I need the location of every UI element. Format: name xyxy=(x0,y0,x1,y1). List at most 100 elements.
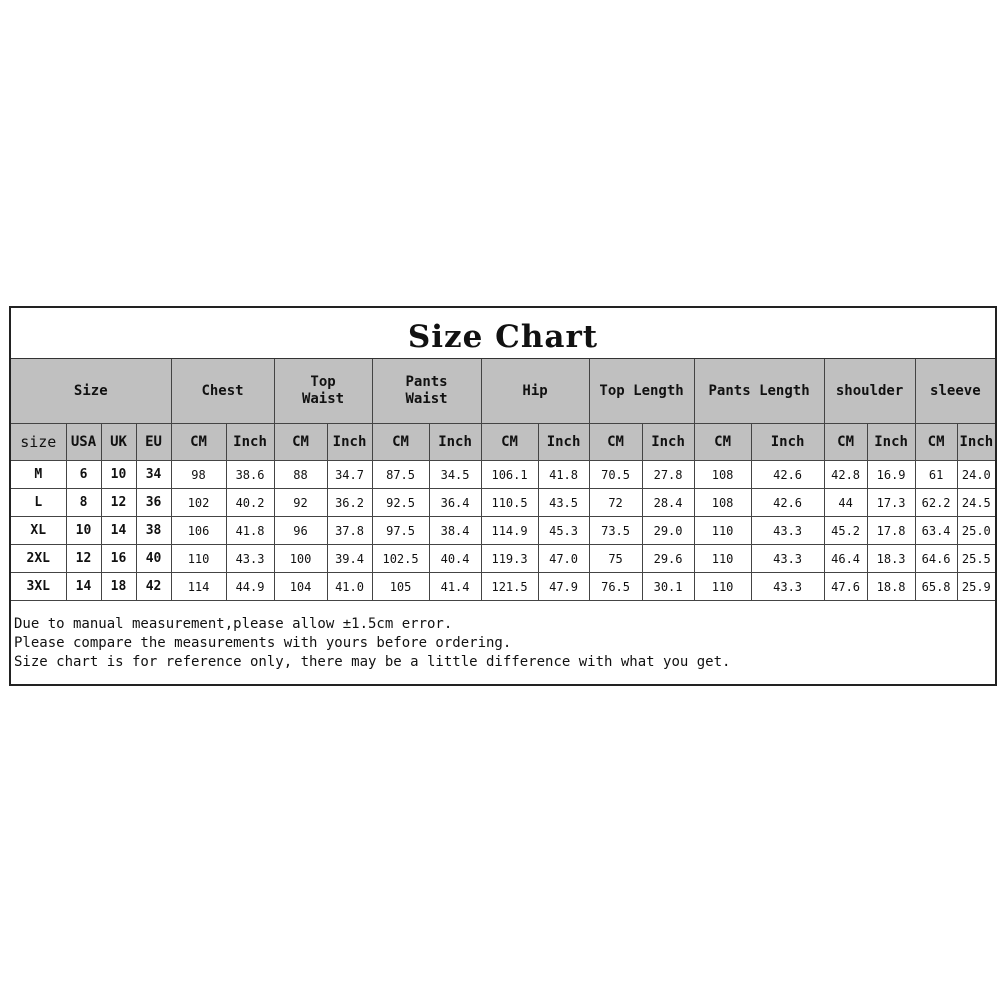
note-line: Please compare the measurements with you… xyxy=(14,635,512,651)
table-cell: 25.5 xyxy=(956,544,996,573)
sub-header-row: size USA UK EU CM Inch CM Inch CM Inch CM Inch CM Inc… xyxy=(11,423,996,461)
table-cell: 38 xyxy=(135,516,172,545)
sub-header: CM xyxy=(588,423,643,461)
table-cell: M xyxy=(11,460,67,489)
table-cell: 25.0 xyxy=(956,516,996,545)
table-cell: 10 xyxy=(100,460,137,489)
table-cell: 24.0 xyxy=(956,460,996,489)
table-cell: 17.3 xyxy=(866,488,916,517)
table-cell: 108 xyxy=(693,488,752,517)
table-cell: XL xyxy=(11,516,67,545)
sub-header: CM xyxy=(170,423,227,461)
header-group: Hip xyxy=(480,359,590,424)
table-cell: 43.3 xyxy=(750,544,825,573)
table-cell: 41.8 xyxy=(537,460,590,489)
table-cell: 64.6 xyxy=(914,544,958,573)
table-cell: 119.3 xyxy=(480,544,539,573)
table-cell: 42.8 xyxy=(823,460,868,489)
header-group: Top Length xyxy=(588,359,695,424)
sub-header: CM xyxy=(273,423,328,461)
table-cell: 47.0 xyxy=(537,544,590,573)
sub-header: UK xyxy=(100,423,137,461)
table-row: L 8 12 36 102 40.2 92 36.2 92.5 36.4 110.5 43.5 72 28… xyxy=(11,488,996,517)
table-cell: 18 xyxy=(100,572,137,601)
table-cell: 121.5 xyxy=(480,572,539,601)
table-cell: 44 xyxy=(823,488,868,517)
table-cell: 92.5 xyxy=(371,488,430,517)
table-cell: 98 xyxy=(170,460,227,489)
table-cell: 38.6 xyxy=(225,460,275,489)
table-cell: 75 xyxy=(588,544,643,573)
table-cell: 10 xyxy=(65,516,102,545)
table-row: 2XL 12 16 40 110 43.3 100 39.4 102.5 40.4 119.3 47.… xyxy=(11,544,996,573)
table-cell: 18.3 xyxy=(866,544,916,573)
table-cell: 43.3 xyxy=(750,516,825,545)
table-cell: 110.5 xyxy=(480,488,539,517)
table-cell: 43.3 xyxy=(750,572,825,601)
table-cell: 46.4 xyxy=(823,544,868,573)
table-cell: 105 xyxy=(371,572,430,601)
sub-header: Inch xyxy=(428,423,482,461)
table-cell: 114.9 xyxy=(480,516,539,545)
note-line: Due to manual measurement,please allow ±… xyxy=(14,616,453,632)
table-cell: 17.8 xyxy=(866,516,916,545)
table-cell: 97.5 xyxy=(371,516,430,545)
table-cell: 47.9 xyxy=(537,572,590,601)
sub-header: CM xyxy=(823,423,868,461)
table-cell: 41.8 xyxy=(225,516,275,545)
table-cell: 73.5 xyxy=(588,516,643,545)
header-group: shoulder xyxy=(823,359,916,424)
table-cell: 12 xyxy=(100,488,137,517)
table-cell: 61 xyxy=(914,460,958,489)
table-cell: 110 xyxy=(693,516,752,545)
table-cell: 45.3 xyxy=(537,516,590,545)
table-cell: 42.6 xyxy=(750,488,825,517)
table-cell: 37.8 xyxy=(326,516,373,545)
table-cell: 110 xyxy=(170,544,227,573)
table-cell: 108 xyxy=(693,460,752,489)
table-cell: 36.4 xyxy=(428,488,482,517)
table-row: M 6 10 34 98 38.6 88 34.7 87.5 34.5 106.1 41.8 70.5 2… xyxy=(11,460,996,489)
table-cell: 114 xyxy=(170,572,227,601)
table-cell: 8 xyxy=(65,488,102,517)
sub-header: Inch xyxy=(956,423,996,461)
table-cell: 40.2 xyxy=(225,488,275,517)
header-group: Size xyxy=(11,359,172,424)
table-row: XL 10 14 38 106 41.8 96 37.8 97.5 38.4 114.9 45.3 73… xyxy=(11,516,996,545)
table-cell: 88 xyxy=(273,460,328,489)
table-cell: 43.5 xyxy=(537,488,590,517)
table-cell: 87.5 xyxy=(371,460,430,489)
table-cell: 106.1 xyxy=(480,460,539,489)
sub-header: EU xyxy=(135,423,172,461)
table-cell: 65.8 xyxy=(914,572,958,601)
sub-header: Inch xyxy=(537,423,590,461)
table-cell: 96 xyxy=(273,516,328,545)
table-cell: 12 xyxy=(65,544,102,573)
header-group: Chest xyxy=(170,359,275,424)
sub-header: CM xyxy=(914,423,958,461)
table-cell: 16 xyxy=(100,544,137,573)
table-cell: 62.2 xyxy=(914,488,958,517)
table-cell: 106 xyxy=(170,516,227,545)
sub-header: Inch xyxy=(225,423,275,461)
sub-header: CM xyxy=(693,423,752,461)
table-cell: 14 xyxy=(65,572,102,601)
table-cell: 40.4 xyxy=(428,544,482,573)
size-table: Size Chest Top Waist Pants Waist Hip Top Leng… xyxy=(11,359,996,601)
table-cell: 72 xyxy=(588,488,643,517)
table-cell: 29.0 xyxy=(641,516,695,545)
table-cell: 45.2 xyxy=(823,516,868,545)
table-cell: 102.5 xyxy=(371,544,430,573)
header-group: Top Waist xyxy=(273,359,373,424)
table-cell: 40 xyxy=(135,544,172,573)
sub-header: CM xyxy=(480,423,539,461)
table-cell: 14 xyxy=(100,516,137,545)
table-cell: 30.1 xyxy=(641,572,695,601)
table-cell: 44.9 xyxy=(225,572,275,601)
table-cell: 100 xyxy=(273,544,328,573)
table-row: 3XL 14 18 42 114 44.9 104 41.0 105 41.4 121.5 47.9 7… xyxy=(11,572,996,601)
table-cell: 36 xyxy=(135,488,172,517)
table-cell: 42 xyxy=(135,572,172,601)
table-cell: 34.5 xyxy=(428,460,482,489)
table-cell: 47.6 xyxy=(823,572,868,601)
